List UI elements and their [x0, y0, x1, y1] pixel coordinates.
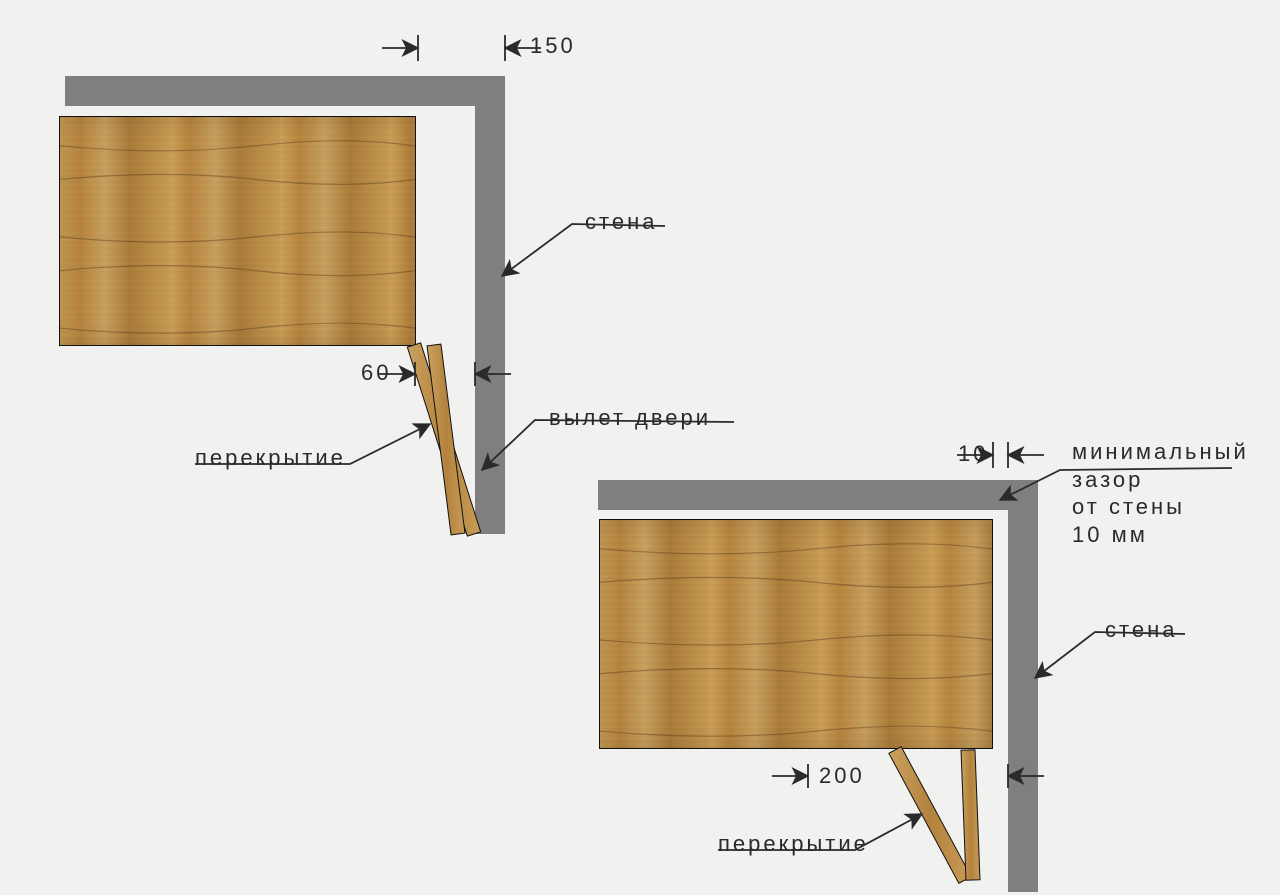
min-gap-label: минимальный зазор от стены 10 мм: [1072, 438, 1249, 548]
wall-label-1: стена: [585, 208, 657, 236]
dim-label-10: 10: [958, 440, 988, 468]
diagram-stage: 150 60 стена вылет двери перекрытие 10 м…: [0, 0, 1280, 895]
dim-label-60: 60: [361, 359, 391, 387]
door-left: [59, 116, 416, 346]
wall-right-left: [475, 76, 505, 534]
wall-right-right: [1008, 480, 1038, 892]
wall-label-2: стена: [1105, 616, 1177, 644]
wall-top-right: [598, 480, 1038, 510]
door-overhang-label: вылет двери: [549, 404, 711, 432]
overlap-label-2: перекрытие: [718, 830, 869, 858]
dim-label-150: 150: [530, 32, 576, 60]
overlap-label-1: перекрытие: [195, 444, 346, 472]
door-right: [599, 519, 993, 749]
dim-label-200: 200: [819, 762, 865, 790]
wall-top-left: [65, 76, 505, 106]
